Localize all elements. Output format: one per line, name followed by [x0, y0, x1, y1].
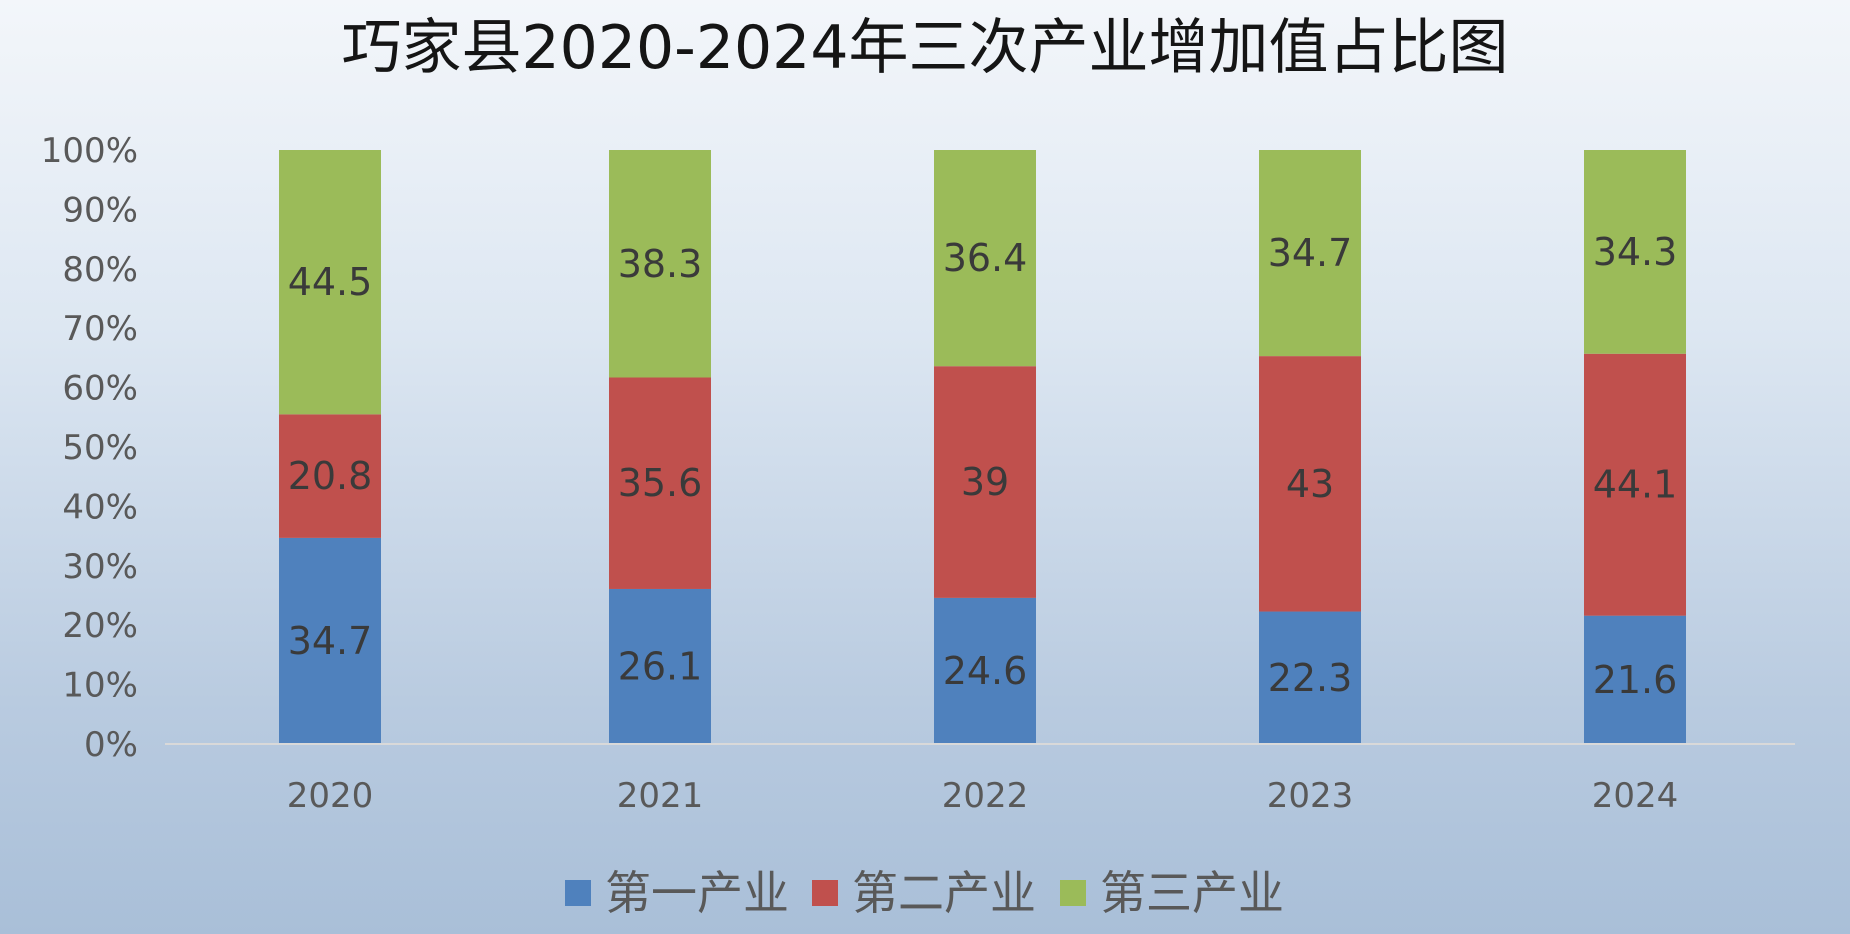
bar-segment — [1259, 150, 1361, 357]
data-label: 22.3 — [1268, 656, 1353, 700]
y-tick-label: 60% — [62, 369, 138, 409]
y-tick-label: 20% — [62, 606, 138, 646]
x-tick-label: 2021 — [617, 776, 704, 816]
data-label: 44.1 — [1593, 463, 1678, 507]
bar-segment — [609, 377, 711, 589]
y-tick-label: 50% — [62, 428, 138, 468]
data-label: 34.7 — [1268, 231, 1353, 275]
data-label: 26.1 — [618, 644, 703, 688]
x-tick-label: 2020 — [287, 776, 374, 816]
x-axis: 2020 2021 2022 2023 2024 — [287, 776, 1679, 816]
data-label: 39 — [961, 460, 1009, 504]
y-tick-label: 100% — [41, 131, 138, 171]
legend-item: 第三产业 — [1060, 866, 1284, 920]
y-axis: 0% 10% 20% 30% 40% 50% 60% 70% 80% 90% 100% — [41, 131, 138, 765]
x-tick-label: 2023 — [1267, 776, 1354, 816]
x-tick-label: 2022 — [942, 776, 1029, 816]
bar-segment — [1259, 356, 1361, 612]
legend-label: 第一产业 — [605, 866, 789, 920]
data-label: 43 — [1286, 462, 1334, 506]
bar-segment — [934, 597, 1036, 744]
bars: 34.7 20.8 44.5 26.1 35.6 38.3 24.6 39 36.4 22.3 43… — [279, 150, 1686, 744]
bar-segment — [934, 150, 1036, 367]
chart-title: 巧家县2020-2024年三次产业增加值占比图 — [341, 13, 1508, 83]
legend-label: 第三产业 — [1100, 866, 1284, 920]
data-label: 36.4 — [943, 236, 1028, 280]
legend: 第一产业 第二产业 第三产业 — [565, 866, 1284, 920]
y-tick-label: 70% — [62, 309, 138, 349]
data-label: 38.3 — [618, 242, 703, 286]
data-label: 24.6 — [943, 649, 1028, 693]
bar-segment — [609, 588, 711, 744]
bar-segment — [1584, 150, 1686, 354]
x-tick-label: 2024 — [1592, 776, 1679, 816]
y-tick-label: 10% — [62, 666, 138, 706]
y-tick-label: 30% — [62, 547, 138, 587]
legend-swatch — [1060, 880, 1086, 906]
data-label: 34.3 — [1593, 230, 1678, 274]
bar-segment — [1584, 615, 1686, 744]
y-tick-label: 40% — [62, 487, 138, 527]
legend-label: 第二产业 — [852, 866, 1036, 920]
y-tick-label: 80% — [62, 250, 138, 290]
data-label: 35.6 — [618, 461, 703, 505]
y-tick-label: 90% — [62, 190, 138, 230]
bar-segment — [934, 366, 1036, 598]
bar-segment — [1584, 353, 1686, 616]
legend-swatch — [812, 880, 838, 906]
bar-segment — [1259, 611, 1361, 744]
data-label: 34.7 — [288, 619, 373, 663]
bar-segment — [279, 414, 381, 538]
data-label: 21.6 — [1593, 658, 1678, 702]
data-label: 20.8 — [288, 454, 373, 498]
legend-item: 第一产业 — [565, 866, 789, 920]
legend-item: 第二产业 — [812, 866, 1036, 920]
legend-swatch — [565, 880, 591, 906]
bar-segment — [279, 537, 381, 744]
bar-segment — [609, 150, 711, 378]
data-label: 44.5 — [288, 260, 373, 304]
bar-segment — [279, 150, 381, 415]
y-tick-label: 0% — [84, 725, 138, 765]
